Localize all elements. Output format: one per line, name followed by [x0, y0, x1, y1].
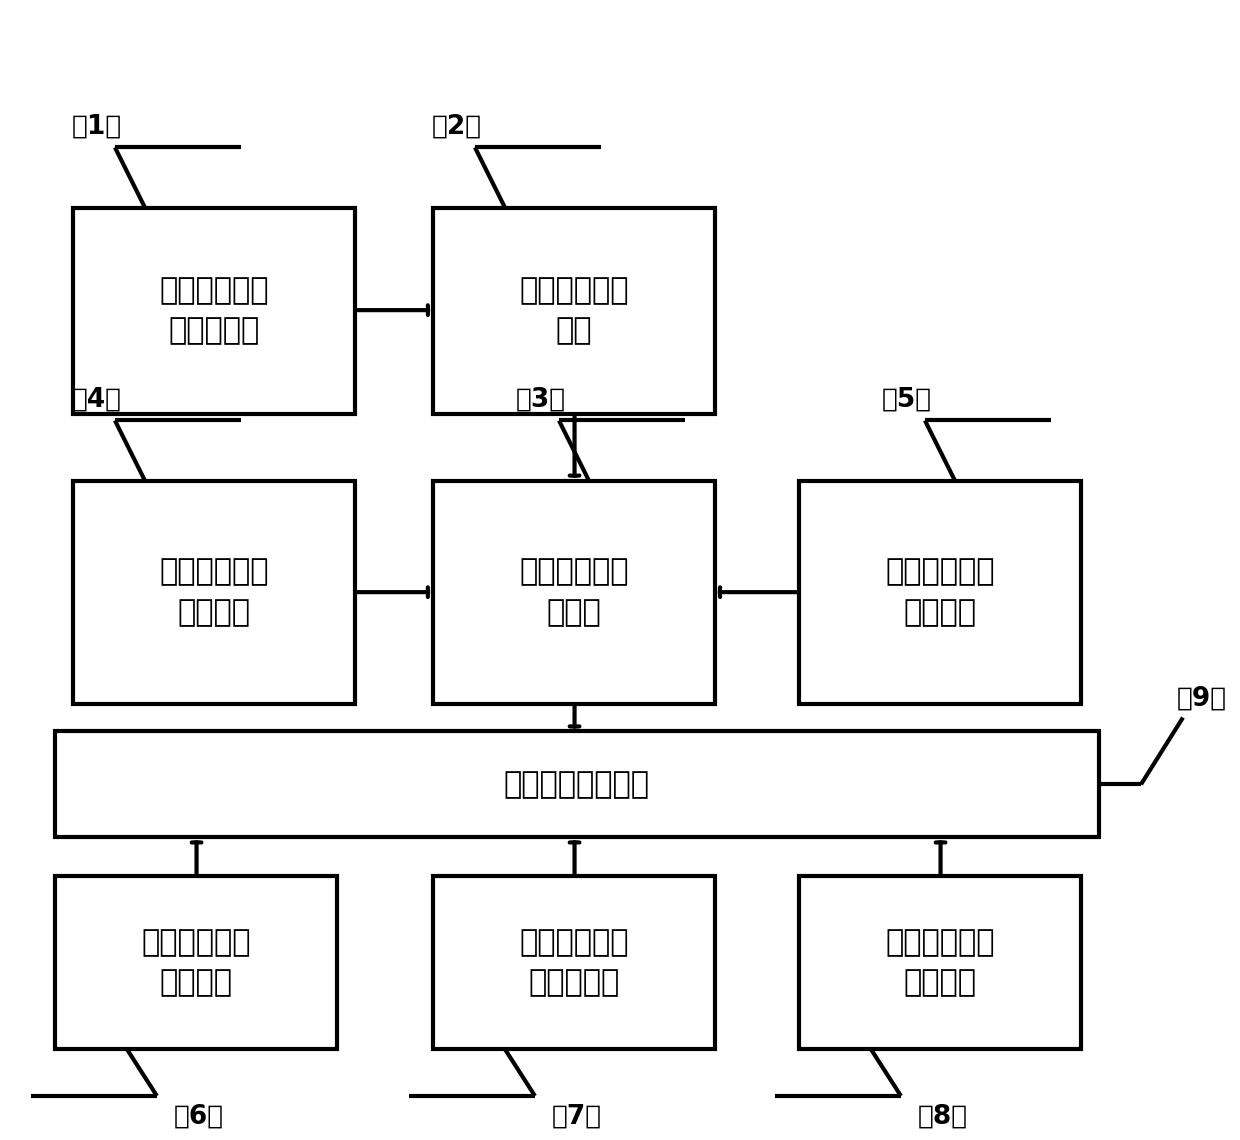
Text: （3）: （3） [516, 386, 565, 413]
Text: （2）: （2） [432, 114, 482, 140]
Text: 电缆网设计数
据导入模块: 电缆网设计数 据导入模块 [159, 276, 269, 345]
Text: （8）: （8） [918, 1104, 968, 1129]
Bar [433, 207, 715, 414]
Text: （1）: （1） [72, 114, 122, 140]
Text: 生产准备文件
管理模块: 生产准备文件 管理模块 [885, 557, 994, 627]
Text: 设计特征提取
模块: 设计特征提取 模块 [520, 276, 629, 345]
Bar [55, 732, 1099, 838]
Bar [55, 877, 337, 1049]
Bar [73, 207, 355, 414]
Text: 电缆网结构管
理模块: 电缆网结构管 理模块 [520, 557, 629, 627]
Text: 电装工艺编辑模块: 电装工艺编辑模块 [503, 770, 650, 799]
Text: （6）: （6） [174, 1104, 224, 1129]
Text: （7）: （7） [552, 1104, 601, 1129]
Text: 电连接器附件
匹配模块: 电连接器附件 匹配模块 [159, 557, 269, 627]
Bar [799, 877, 1081, 1049]
Text: 电装工艺模板
管理模块: 电装工艺模板 管理模块 [141, 928, 250, 998]
Bar [433, 481, 715, 703]
Text: 电装工艺资源
管理模块: 电装工艺资源 管理模块 [885, 928, 994, 998]
Text: （4）: （4） [72, 386, 122, 413]
Text: （5）: （5） [882, 386, 932, 413]
Text: 模板与参数智
能引用模块: 模板与参数智 能引用模块 [520, 928, 629, 998]
Bar [433, 877, 715, 1049]
Bar [799, 481, 1081, 703]
Text: （9）: （9） [1177, 686, 1228, 712]
Bar [73, 481, 355, 703]
